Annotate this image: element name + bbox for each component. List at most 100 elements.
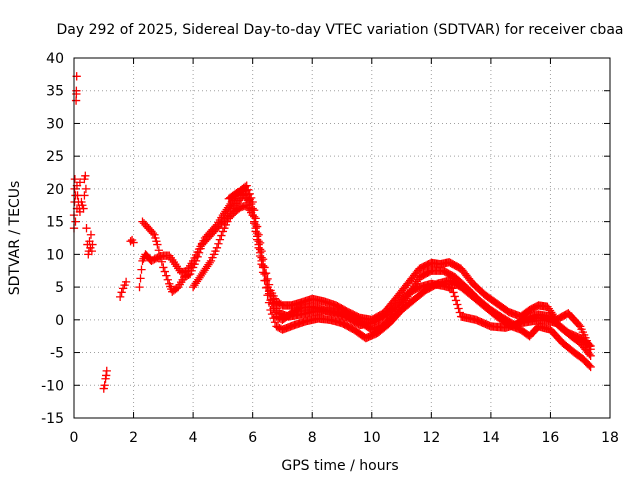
data-point [574,320,584,330]
y-tick-label: 35 [46,84,64,100]
data-point [261,283,271,293]
data-point [267,300,277,309]
data-point [81,171,90,180]
data-point [87,246,97,256]
y-tick-label: 0 [55,313,64,329]
data-point [585,340,594,350]
data-point [453,300,462,309]
y-tick-label: 15 [46,215,64,231]
data-point [448,284,457,293]
data-point [80,191,89,200]
data-point [208,253,217,262]
data-point [585,350,594,359]
data-point [223,217,232,226]
data-point [153,240,162,249]
data-point [136,274,145,283]
data-point [148,228,158,238]
data-point [129,238,138,247]
y-tick-label: -15 [41,411,64,427]
data-point [245,195,254,204]
data-point [135,282,144,292]
plot-frame [73,57,611,419]
data-point [77,197,86,207]
x-tick-label: 10 [363,430,381,446]
data-point [263,291,272,300]
y-axis-label: SDTVAR / TECUs [7,181,23,296]
data-point [75,178,85,187]
data-point [255,251,265,261]
y-tick-label: 30 [46,116,64,132]
data-point [586,341,595,351]
data-point [137,265,146,274]
data-point [120,280,129,290]
data-point [248,204,257,213]
data-point [251,227,260,236]
data-point [196,244,205,253]
y-tick-labels: -15 -10 -5 0 5 10 15 20 25 30 35 40 [41,51,64,427]
data-point [99,384,108,393]
data-point [263,282,272,292]
data-point [258,268,268,277]
data-point [75,207,85,216]
x-tick-label: 18 [601,430,619,446]
data-point [586,362,595,372]
data-point [206,256,216,266]
data-point [121,277,131,287]
data-point [88,240,97,249]
data-point [150,230,159,239]
x-tick-label: 6 [248,430,257,446]
data-point [270,318,280,327]
data-point [266,296,275,305]
data-point [116,292,125,302]
data-point [257,253,266,262]
data-point [70,174,80,184]
x-tick-label: 2 [129,430,138,446]
y-tick-label: 10 [46,247,64,263]
data-point [152,237,161,246]
x-tick-label: 16 [542,430,560,446]
data-point [454,304,463,313]
data-point [86,230,96,239]
data-point [190,260,199,269]
y-tick-label: -5 [50,346,64,362]
data-point [218,227,228,236]
chart-title: Day 292 of 2025, Sidereal Day-to-day VTE… [57,22,624,38]
data-point [81,184,91,194]
data-point [80,174,89,184]
data-point [162,271,171,280]
data-point [586,351,595,360]
data-point [159,263,168,272]
y-tick-label: 5 [55,280,64,296]
data-point [187,266,196,275]
y-tick-label: 25 [46,149,64,165]
data-point [269,304,278,313]
data-point [220,224,229,233]
data-point [254,243,263,252]
data-point [82,224,91,233]
data-point [258,261,268,270]
data-point [209,250,219,259]
data-point [154,246,164,255]
x-tick-label: 14 [482,430,500,446]
data-point [212,243,222,252]
data-point [193,252,202,261]
data-point [157,257,166,266]
data-point [254,237,263,246]
data-point [100,381,109,390]
data-point [247,199,256,209]
data-point [185,269,195,279]
data-point [260,269,269,279]
data-point [270,308,280,317]
data-point [211,246,220,256]
data-point [264,289,274,298]
y-tick-label: 40 [46,51,64,67]
y-tick-label: -10 [41,378,64,394]
data-point [248,210,257,220]
data-point [215,235,225,244]
x-tick-label: 4 [189,430,198,446]
data-point [163,275,172,284]
data-point [160,267,169,276]
data-point [252,228,262,238]
x-tick-label: 8 [308,430,317,446]
data-point [151,233,160,243]
